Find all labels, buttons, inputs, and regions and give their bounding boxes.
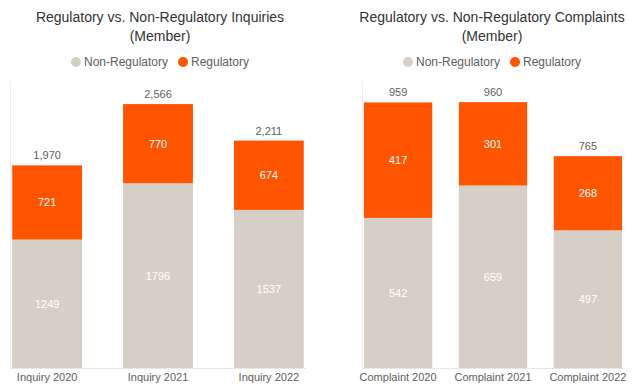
legend-item: Regulatory — [178, 55, 249, 69]
legend-label: Regulatory — [191, 55, 249, 69]
x-tick: Complaint 2022 — [549, 368, 626, 383]
bar-segment — [459, 186, 527, 368]
data-label: 1537 — [257, 283, 281, 295]
chart-svg: Regulatory vs. Non-Regulatory Inquiries (… — [0, 0, 640, 390]
data-label: 268 — [579, 187, 597, 199]
x-tick-label: Inquiry 2020 — [17, 371, 78, 383]
x-tick-label: Inquiry 2021 — [128, 371, 189, 383]
legend-swatch — [403, 57, 413, 67]
x-tick-label: Complaint 2020 — [360, 371, 437, 383]
x-tick: Inquiry 2021 — [128, 368, 189, 383]
bar-segment — [12, 165, 82, 239]
bar-segment — [234, 210, 304, 368]
total-label: 2,566 — [144, 88, 172, 100]
data-labels: 542 659 497 417 301 268 959 960 765 — [389, 86, 597, 305]
bar-segment — [123, 104, 193, 183]
legend-item: Regulatory — [510, 55, 581, 69]
legend: Non-Regulatory Regulatory — [71, 55, 249, 69]
data-label: 542 — [389, 287, 407, 299]
bar-segment — [12, 240, 82, 368]
bar-segment — [364, 218, 432, 368]
chart-title-line: Regulatory vs. Non-Regulatory Complaints — [359, 9, 624, 25]
chart-panel: Regulatory vs. Non-Regulatory Inquiries (… — [11, 9, 307, 383]
data-label: 1796 — [146, 270, 170, 282]
chart-title-line: Regulatory vs. Non-Regulatory Inquiries — [36, 9, 284, 25]
x-tick: Complaint 2020 — [360, 368, 437, 383]
legend: Non-Regulatory Regulatory — [403, 55, 581, 69]
total-label: 960 — [484, 86, 502, 98]
data-label: 659 — [484, 271, 502, 283]
data-labels: 1249 1796 1537 721 770 674 1,970 2,566 2,211 — [33, 88, 282, 310]
x-tick-label: Complaint 2022 — [549, 371, 626, 383]
legend-swatch — [510, 57, 520, 67]
x-axis-line — [363, 368, 625, 369]
chart-panel: Regulatory vs. Non-Regulatory Complaints… — [359, 9, 626, 383]
bar-segment — [234, 141, 304, 210]
x-tick-label: Inquiry 2022 — [239, 371, 300, 383]
bar-segment — [459, 102, 527, 185]
data-label: 417 — [389, 154, 407, 166]
data-label: 674 — [260, 169, 278, 181]
x-axis: Inquiry 2020 Inquiry 2021 Inquiry 2022 — [11, 368, 307, 383]
legend-label: Regulatory — [523, 55, 581, 69]
legend-label: Non-Regulatory — [416, 55, 500, 69]
legend-item: Non-Regulatory — [71, 55, 168, 69]
data-label: 770 — [149, 138, 167, 150]
legend-item: Non-Regulatory — [403, 55, 500, 69]
total-label: 2,211 — [256, 125, 283, 137]
chart-root: Regulatory vs. Non-Regulatory Inquiries (… — [0, 0, 640, 390]
bars — [12, 104, 304, 368]
y-axis — [362, 81, 363, 369]
total-label: 1,970 — [33, 149, 61, 161]
total-label: 959 — [389, 86, 407, 98]
x-tick: Inquiry 2022 — [239, 368, 300, 383]
bar-segment — [554, 156, 622, 230]
y-axis-line — [362, 81, 363, 369]
bar-segment — [123, 183, 193, 368]
legend-swatch — [178, 57, 188, 67]
data-label: 497 — [579, 293, 597, 305]
legend-swatch — [71, 57, 81, 67]
chart-title: Regulatory vs. Non-Regulatory Complaints… — [359, 9, 624, 44]
chart-title: Regulatory vs. Non-Regulatory Inquiries (… — [36, 9, 284, 44]
bars — [364, 102, 622, 368]
y-axis-line — [10, 81, 11, 369]
legend-label: Non-Regulatory — [84, 55, 168, 69]
x-tick: Inquiry 2020 — [17, 368, 78, 383]
chart-title-line: (Member) — [462, 28, 523, 44]
chart-title-line: (Member) — [130, 28, 191, 44]
data-label: 721 — [38, 196, 56, 208]
bar-segment — [554, 230, 622, 368]
x-axis: Complaint 2020 Complaint 2021 Complaint 20… — [360, 368, 627, 383]
data-label: 301 — [484, 138, 502, 150]
total-label: 765 — [579, 140, 597, 152]
x-tick-label: Complaint 2021 — [454, 371, 531, 383]
x-tick: Complaint 2021 — [454, 368, 531, 383]
data-label: 1249 — [35, 298, 59, 310]
y-axis — [10, 81, 11, 369]
x-axis-line — [11, 368, 307, 369]
bar-segment — [364, 102, 432, 217]
